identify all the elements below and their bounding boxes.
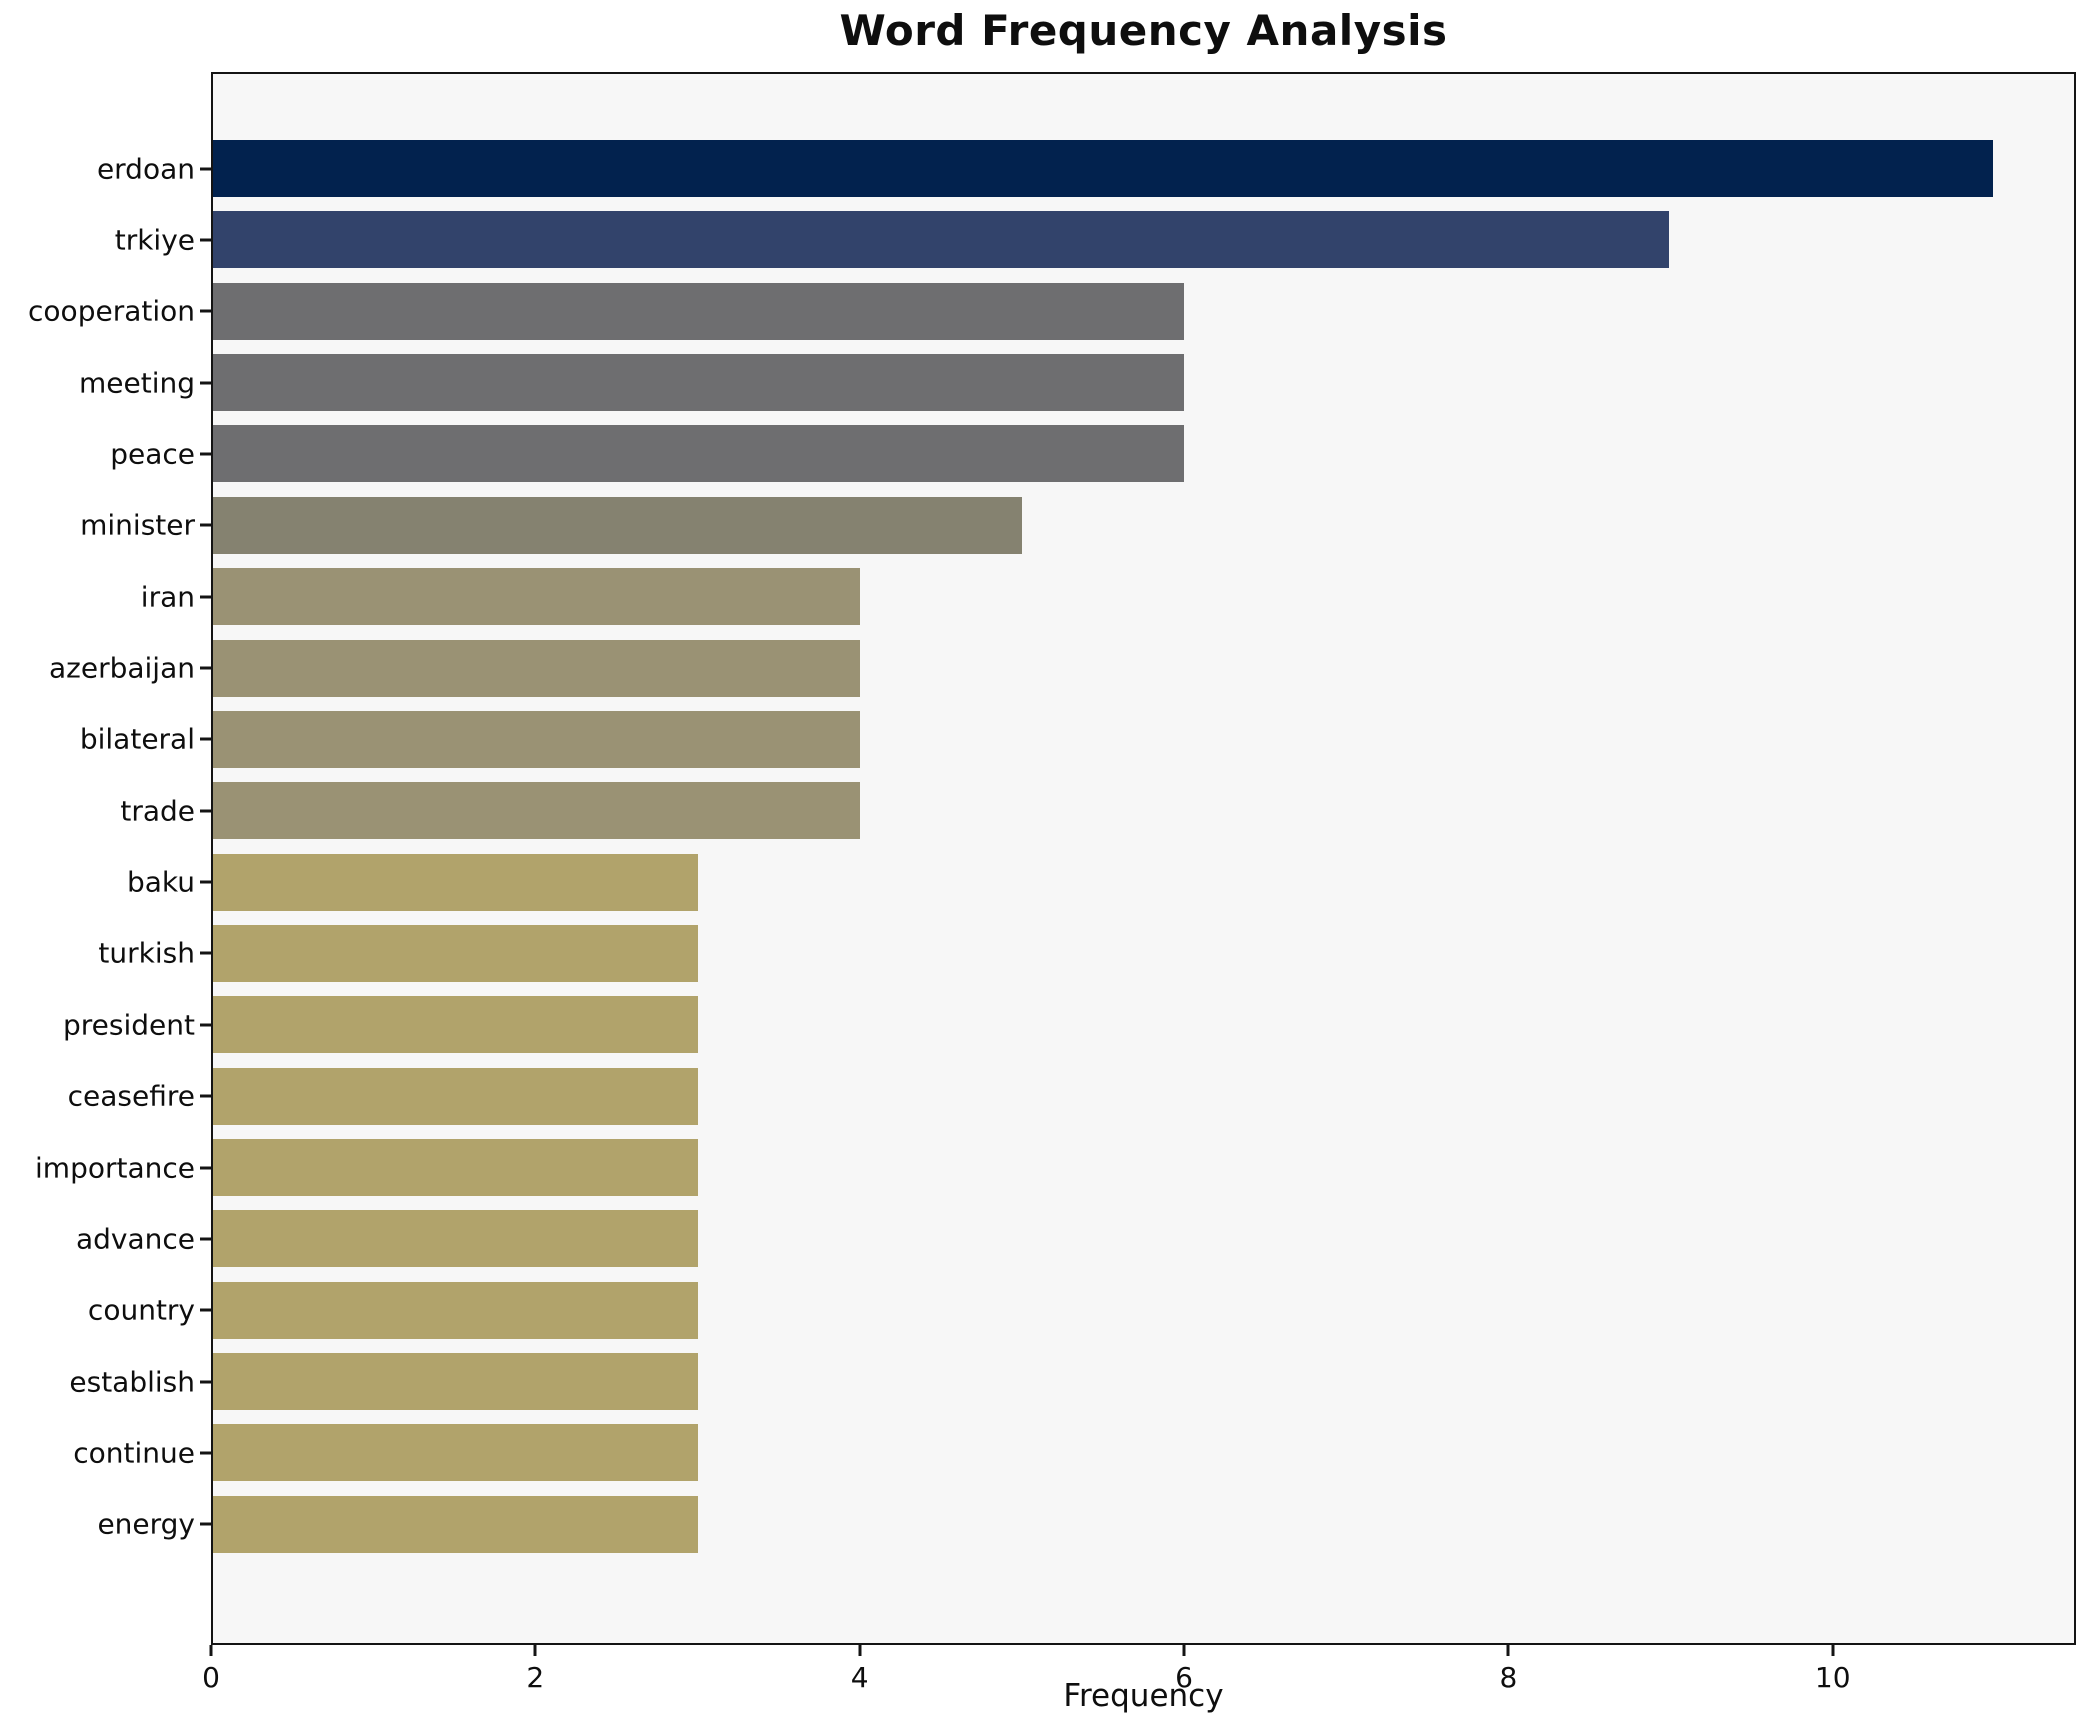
y-tick-label: cooperation xyxy=(28,294,195,328)
bar xyxy=(213,496,1023,554)
bar-row: ceasefire xyxy=(68,1067,2074,1125)
y-tick-mark xyxy=(200,666,211,670)
bar-row: importance xyxy=(35,1139,2074,1197)
bar-row: cooperation xyxy=(28,282,2074,340)
bar xyxy=(213,639,861,697)
bar xyxy=(213,996,699,1054)
bar xyxy=(213,1139,699,1197)
y-tick-mark xyxy=(200,1522,211,1526)
bar xyxy=(213,853,699,911)
bar xyxy=(213,425,1184,483)
y-tick-mark xyxy=(200,309,211,313)
x-tick-mark xyxy=(1831,1645,1835,1656)
y-tick-mark xyxy=(200,1166,211,1170)
y-tick-label: trade xyxy=(120,794,195,828)
y-tick-label: baku xyxy=(126,865,195,899)
x-tick-label: 2 xyxy=(526,1661,545,1694)
y-tick-label: meeting xyxy=(78,366,195,400)
bar xyxy=(213,1067,699,1125)
y-tick-label: erdoan xyxy=(96,152,195,185)
y-tick-mark xyxy=(200,523,211,527)
chart-title: Word Frequency Analysis xyxy=(839,6,1448,55)
y-tick-label: president xyxy=(63,1008,195,1042)
x-tick-label: 10 xyxy=(1814,1661,1851,1694)
y-tick-mark xyxy=(200,880,211,884)
bar xyxy=(213,354,1184,412)
bar xyxy=(213,924,699,982)
bars-area: erdoan trkiye cooperation meeting peace minis… xyxy=(28,140,2074,1553)
y-tick-label: importance xyxy=(35,1151,195,1185)
y-tick-mark xyxy=(200,381,211,385)
y-tick-label: country xyxy=(87,1293,195,1327)
bar xyxy=(213,1353,699,1411)
bar-row: country xyxy=(88,1281,2074,1339)
bar-row: minister xyxy=(80,496,2074,554)
x-tick-label: 0 xyxy=(202,1661,220,1694)
x-tick-label: 4 xyxy=(850,1661,869,1694)
y-tick-label: bilateral xyxy=(79,722,195,756)
bar-row: peace xyxy=(110,425,2074,483)
bar-row: turkish xyxy=(98,924,2074,982)
bar-row: trade xyxy=(120,782,2074,840)
y-tick-mark xyxy=(200,452,211,456)
y-tick-label: ceasefire xyxy=(67,1079,195,1113)
y-tick-mark xyxy=(200,1237,211,1241)
plot-area: erdoan trkiye cooperation meeting peace minis… xyxy=(28,72,2076,1645)
y-tick-label: establish xyxy=(69,1365,195,1399)
y-tick-mark xyxy=(200,1451,211,1455)
x-tick-mark xyxy=(858,1645,862,1656)
y-tick-mark xyxy=(200,1094,211,1098)
y-tick-mark xyxy=(200,1380,211,1384)
y-tick-label: minister xyxy=(80,508,195,542)
x-tick-mark xyxy=(1182,1645,1186,1656)
x-tick-mark xyxy=(209,1645,213,1656)
bar-row: meeting xyxy=(79,354,2074,412)
y-tick-mark xyxy=(200,1023,211,1027)
x-tick-label: 8 xyxy=(1499,1661,1518,1694)
bar xyxy=(213,1495,699,1553)
y-tick-mark xyxy=(200,737,211,741)
bar xyxy=(213,1210,699,1268)
bar-row: bilateral xyxy=(80,710,2074,768)
x-tick-mark xyxy=(533,1645,537,1656)
bar-row: trkiye xyxy=(115,211,2074,269)
bar xyxy=(213,140,1994,197)
bar-row: energy xyxy=(97,1495,2074,1553)
x-axis: 0 2 4 6 8 10 xyxy=(202,1645,2076,1722)
bar-row: baku xyxy=(127,853,2074,911)
bar xyxy=(213,1424,699,1482)
bar xyxy=(213,1281,699,1339)
y-tick-mark xyxy=(200,809,211,813)
bar xyxy=(213,710,861,768)
y-tick-mark xyxy=(200,238,211,242)
bar-row: establish xyxy=(69,1353,2074,1411)
bar-row: continue xyxy=(73,1424,2074,1482)
bar xyxy=(213,211,1670,269)
bar xyxy=(213,568,861,626)
bar xyxy=(213,282,1184,340)
y-tick-label: continue xyxy=(73,1436,195,1470)
bar-row: azerbaijan xyxy=(49,639,2074,697)
x-tick-label: 6 xyxy=(1175,1661,1193,1694)
y-tick-mark xyxy=(200,167,211,170)
x-axis-label: Frequency xyxy=(1063,1678,1224,1714)
y-tick-label: energy xyxy=(97,1507,195,1541)
y-tick-mark xyxy=(200,1308,211,1312)
y-tick-mark xyxy=(200,595,211,599)
y-tick-label: iran xyxy=(140,580,195,614)
bar xyxy=(213,782,861,840)
y-tick-label: turkish xyxy=(98,936,195,970)
bar-row: advance xyxy=(76,1210,2074,1268)
x-tick-mark xyxy=(1506,1645,1510,1656)
y-tick-label: trkiye xyxy=(114,223,195,257)
y-tick-mark xyxy=(200,951,211,955)
y-tick-label: peace xyxy=(110,437,195,471)
bar-row: iran xyxy=(141,568,2074,626)
y-tick-label: azerbaijan xyxy=(49,651,195,685)
bar-row: erdoan xyxy=(97,140,2074,197)
y-tick-label: advance xyxy=(75,1222,195,1256)
bar-row: president xyxy=(63,996,2074,1054)
